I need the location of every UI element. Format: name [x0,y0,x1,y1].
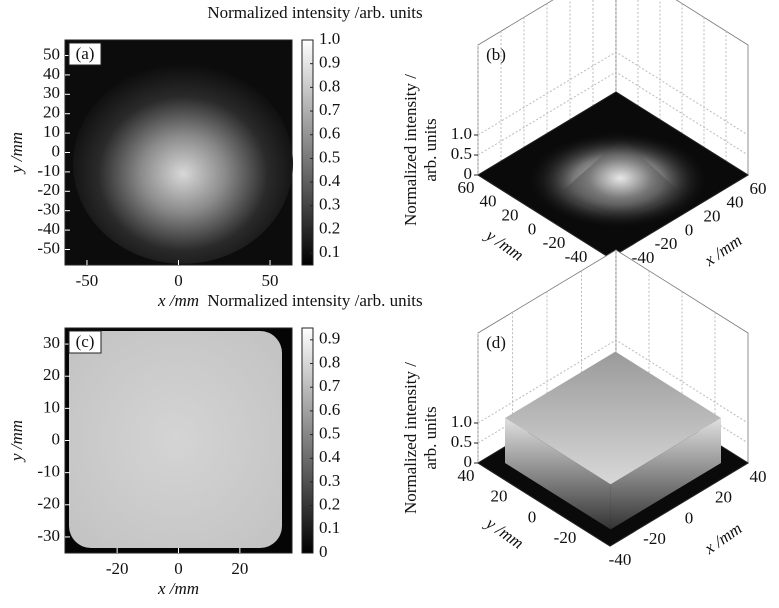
y-axis-label: y /mm [481,512,527,552]
colorbar-title: Normalized intensity /arb. units [207,291,422,310]
y-tick-label: 10 [43,122,60,141]
x-tick-label: 40 [727,193,744,212]
colorbar-tick-label: 0.3 [319,195,340,214]
x-tick-label: 0 [685,220,694,239]
z-axis-label: Normalized intensity / [401,362,420,514]
panel-label: (d) [486,333,506,352]
y-tick-label: -40 [565,247,588,266]
y-tick-label: -10 [37,462,60,481]
panel-label: (b) [486,45,506,64]
colorbar-tick-label: 0.3 [319,471,340,490]
x-tick-label: -40 [609,550,632,569]
colorbar-tick-label: 0.6 [319,124,340,143]
y-tick-label: 10 [43,397,60,416]
colorbar-tick-label: 0.2 [319,218,340,237]
colorbar-tick-label: 0.9 [319,329,340,348]
x-tick-label: -20 [106,559,129,578]
z-axis-label: arb. units [421,406,440,469]
x-axis-label: x /mm [157,291,199,310]
y-tick-label: 0 [52,141,61,160]
z-tick-label: 1.0 [451,412,472,431]
x-tick-label: -50 [76,271,99,290]
colorbar-tick-label: 0.1 [319,242,340,261]
z-tick-label: 0.5 [451,432,472,451]
y-tick-label: 0 [52,429,61,448]
y-tick-label: 40 [480,192,497,211]
y-axis-label: y /mm [7,420,26,463]
x-tick-label: -20 [643,529,666,548]
colorbar-tick-label: 0.7 [319,100,341,119]
x-tick-label: 60 [750,179,767,198]
colorbar-tick-label: 1.0 [319,29,340,48]
intensity-image [69,331,282,548]
colorbar-tick-label: 0.5 [319,423,340,442]
figure: -50050-50-40-30-20-1001020304050x /mmy /… [0,0,779,608]
y-tick-label: -20 [543,233,566,252]
z-axis-label: arb. units [421,118,440,181]
y-tick-label: 20 [502,206,519,225]
x-axis-label: x /mm [157,579,199,598]
colorbar-tick-label: 0.4 [319,171,341,190]
y-tick-label: 20 [43,365,60,384]
y-axis-label: y /mm [7,132,26,175]
y-tick-label: 30 [43,83,60,102]
colorbar-title: Normalized intensity /arb. units [207,3,422,22]
colorbar-tick-label: 0.6 [319,400,340,419]
z-axis-label: Normalized intensity / [401,74,420,226]
y-tick-label: 30 [43,333,60,352]
x-tick-label: 20 [704,207,721,226]
x-tick-label: 20 [715,488,732,507]
y-tick-label: -20 [554,528,577,547]
colorbar-tick-label: 0.2 [319,495,340,514]
y-tick-label: 0 [528,219,537,238]
x-tick-label: 0 [174,559,183,578]
colorbar-tick-label: 0.4 [319,447,341,466]
x-tick-label: 0 [174,271,183,290]
y-tick-label: 50 [43,44,60,63]
z-tick-label: 1.0 [451,124,472,143]
y-tick-label: -10 [37,161,60,180]
colorbar-tick-label: 0.8 [319,76,340,95]
x-tick-label: 40 [750,467,767,486]
colorbar-tick-label: 0.7 [319,376,341,395]
z-tick-label: 0.5 [451,144,472,163]
panel-label: (a) [76,44,95,63]
y-tick-label: 40 [43,64,60,83]
colorbar-tick-label: 0.1 [319,518,340,537]
colorbar [302,40,313,265]
colorbar [302,328,313,553]
intensity-image [73,64,293,264]
y-tick-label: -50 [37,238,60,257]
y-tick-label: -20 [37,494,60,513]
x-tick-label: 20 [231,559,248,578]
y-tick-label: -30 [37,526,60,545]
y-tick-label: 40 [458,466,475,485]
x-tick-label: -20 [655,234,678,253]
x-axis-label: x /mm [700,231,745,271]
y-tick-label: -30 [37,200,60,219]
y-tick-label: 20 [43,103,60,122]
panel-label: (c) [76,332,95,351]
y-axis-label: y /mm [481,224,527,264]
y-tick-label: 20 [491,487,508,506]
x-axis-label: x /mm [700,519,745,559]
y-tick-label: -20 [37,180,60,199]
x-tick-label: 0 [685,508,694,527]
colorbar-tick-label: 0.5 [319,147,340,166]
colorbar-tick-label: 0.8 [319,352,340,371]
y-tick-label: -40 [37,219,60,238]
y-tick-label: 60 [458,178,475,197]
y-tick-label: 0 [528,507,537,526]
colorbar-tick-label: 0 [319,542,328,561]
x-tick-label: 50 [262,271,279,290]
colorbar-tick-label: 0.9 [319,53,340,72]
